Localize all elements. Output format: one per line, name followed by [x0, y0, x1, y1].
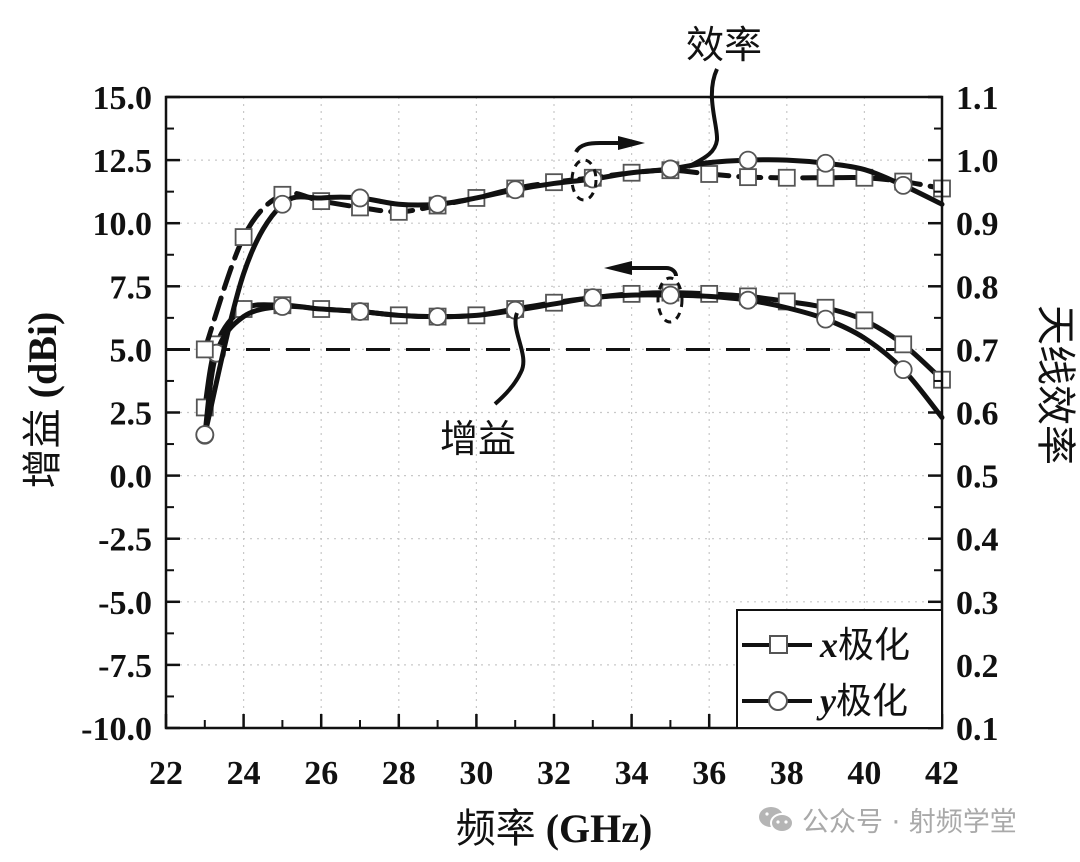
- y-right-tick-label: 0.8: [956, 269, 999, 306]
- gain-annotation: 增益: [440, 417, 516, 461]
- circle-marker: [893, 175, 913, 195]
- legend-square-icon: [769, 635, 788, 654]
- legend-box: [736, 609, 943, 729]
- y-right-tick-label: 0.5: [956, 459, 999, 496]
- circle-marker: [428, 307, 448, 326]
- x-tick-label: 42: [925, 755, 959, 792]
- x-tick-label: 26: [304, 755, 338, 792]
- y-left-tick-label: 12.5: [93, 143, 153, 180]
- efficiency-leader-line: [686, 68, 720, 169]
- x-tick-label: 30: [459, 755, 493, 792]
- arrow-right-icon: [574, 141, 622, 154]
- circle-marker: [661, 285, 680, 305]
- y-left-axis-title: 增益 (dBi): [20, 312, 66, 489]
- y-right-axis-title: 天线效率: [1032, 305, 1078, 465]
- arrow-left-head: [604, 261, 632, 275]
- efficiency-annotation: 效率: [686, 23, 762, 67]
- series-y-pol-right: [195, 150, 945, 444]
- annotation-marks: [493, 68, 720, 406]
- y-right-tick-label: 0.7: [956, 332, 999, 369]
- wechat-icon: [758, 805, 794, 835]
- legend-x-label: x极化: [819, 625, 910, 666]
- series-group: [195, 150, 951, 445]
- y-right-tick-label: 0.1: [956, 711, 999, 748]
- x-tick-label: 38: [770, 755, 804, 792]
- gain-circle-marker: [656, 276, 684, 324]
- y-right-tick-label: 0.9: [956, 206, 999, 243]
- legend-y-label: y极化: [816, 681, 908, 722]
- y-left-tick-label: -10.0: [81, 711, 152, 748]
- square-marker: [894, 335, 913, 354]
- square-marker: [739, 168, 757, 187]
- square-marker: [855, 311, 874, 330]
- circle-marker: [583, 288, 603, 308]
- y-left-tick-label: -5.0: [98, 585, 152, 622]
- arrow-left-icon: [628, 266, 678, 277]
- circle-marker: [195, 425, 215, 444]
- x-tick-label: 22: [149, 755, 183, 792]
- circle-marker: [738, 150, 758, 170]
- y-right-tick-label: 1.0: [956, 143, 999, 180]
- legend-circle-icon: [768, 691, 788, 711]
- y-left-tick-label: 2.5: [110, 396, 153, 433]
- circle-marker: [272, 297, 292, 316]
- circle-marker: [272, 194, 292, 214]
- series-y-pol-left: [195, 285, 945, 445]
- y-right-tick-label: 0.6: [956, 396, 999, 433]
- circle-marker: [350, 188, 370, 208]
- axis-ticks: [164, 95, 944, 730]
- circle-marker: [505, 180, 525, 200]
- watermark: 公众号 · 射频学堂: [758, 800, 1017, 839]
- x-tick-label: 34: [615, 755, 649, 792]
- x-tick-label: 28: [382, 755, 416, 792]
- circle-marker: [583, 169, 603, 189]
- circle-marker: [350, 302, 370, 321]
- circle-marker: [816, 153, 835, 173]
- legend: x极化 y极化: [736, 609, 943, 729]
- x-axis-title: 频率 (GHz): [456, 806, 653, 852]
- gain-leader-line: [493, 312, 526, 406]
- circle-marker: [428, 194, 448, 214]
- circle-marker: [738, 290, 758, 310]
- square-marker: [195, 340, 214, 359]
- y-left-tick-label: 10.0: [93, 206, 153, 243]
- y-right-tick-label: 0.3: [956, 585, 999, 622]
- tick-labels: 22 24 26 28 30 32 34 36 38 40 42 15.0 12.5 10.0 7.5 5.0…: [81, 80, 998, 792]
- circle-marker: [661, 159, 680, 179]
- arrow-right-head: [618, 136, 645, 150]
- square-marker: [700, 165, 719, 183]
- y-left-tick-label: -2.5: [98, 522, 152, 559]
- y-left-tick-label: -7.5: [98, 648, 152, 685]
- y-right-tick-label: 1.1: [956, 80, 999, 117]
- x-tick-label: 32: [537, 755, 571, 792]
- watermark-text: 公众号 · 射频学堂: [802, 807, 1017, 838]
- square-marker: [234, 228, 253, 246]
- square-marker: [777, 168, 796, 187]
- x-tick-label: 36: [692, 755, 726, 792]
- y-left-tick-label: 7.5: [110, 269, 153, 306]
- x-tick-label: 24: [227, 755, 261, 792]
- y-left-tick-label: 15.0: [93, 80, 153, 117]
- efficiency-circle-marker: [570, 158, 598, 202]
- circle-marker: [893, 360, 913, 379]
- y-left-tick-label: 0.0: [110, 459, 153, 496]
- y-right-tick-label: 0.4: [956, 522, 999, 559]
- x-tick-label: 40: [847, 755, 881, 792]
- circle-marker: [816, 309, 835, 329]
- y-left-tick-label: 5.0: [110, 332, 153, 369]
- y-right-tick-label: 0.2: [956, 648, 999, 685]
